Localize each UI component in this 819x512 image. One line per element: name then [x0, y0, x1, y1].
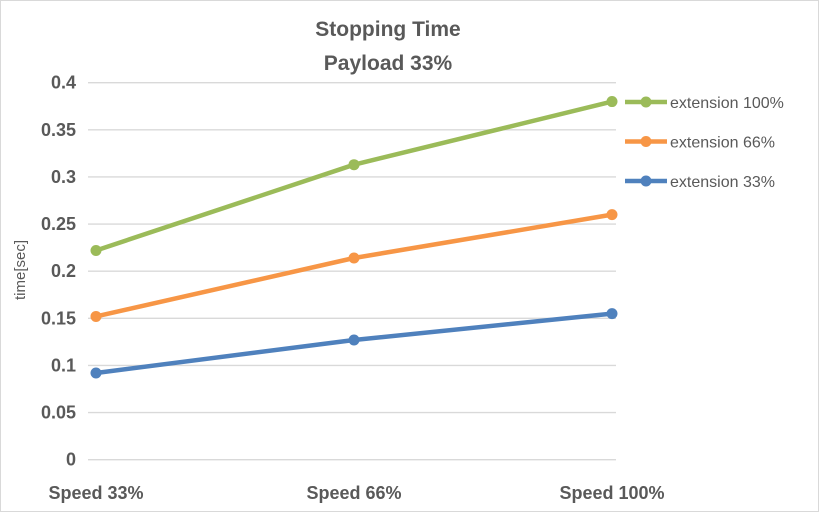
y-tick-label: 0 [66, 450, 76, 470]
chart-subtitle: Payload 33% [324, 52, 453, 75]
y-tick-label: 0.35 [41, 120, 76, 140]
y-tick-label: 0.2 [51, 261, 76, 281]
data-point [90, 310, 102, 322]
legend-label: extension 100% [670, 95, 784, 112]
data-point [606, 308, 618, 320]
x-tick-label: Speed 33% [48, 483, 143, 503]
y-axis-label: time[sec] [12, 240, 29, 300]
data-point [90, 244, 102, 256]
data-point [348, 159, 360, 171]
data-point [606, 209, 618, 221]
y-tick-label: 0.15 [41, 308, 76, 328]
legend-marker [640, 96, 652, 108]
data-point [606, 96, 618, 108]
data-point [90, 367, 102, 379]
legend-marker [640, 136, 652, 147]
series-line [95, 212, 613, 319]
x-tick-label: Speed 66% [306, 483, 401, 503]
data-point [348, 334, 360, 346]
legend-marker [640, 175, 652, 187]
x-tick-label: Speed 100% [559, 483, 664, 503]
y-tick-label: 0.05 [41, 403, 76, 423]
y-tick-label: 0.25 [41, 214, 76, 234]
data-point [348, 252, 360, 264]
chart-title: Stopping Time [315, 18, 460, 41]
legend-label: extension 66% [670, 135, 775, 152]
y-tick-label: 0.3 [51, 167, 76, 187]
legend-label: extension 33% [670, 174, 775, 191]
y-tick-label: 0.4 [51, 73, 76, 93]
y-tick-label: 0.1 [51, 355, 76, 375]
